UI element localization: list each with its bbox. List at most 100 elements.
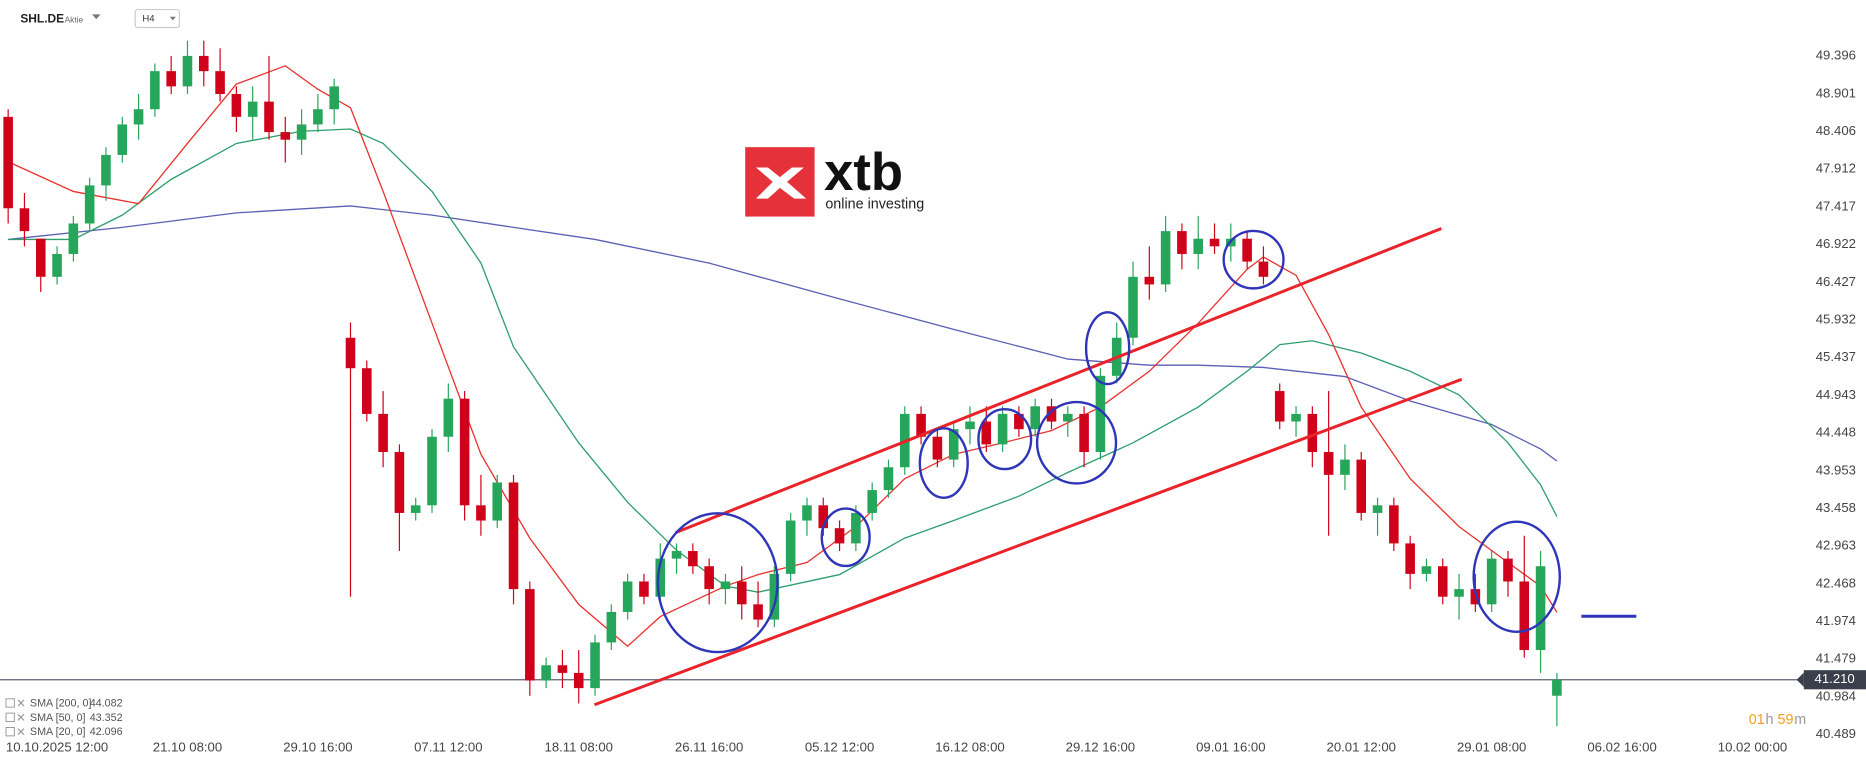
candle-body: [997, 413, 1008, 445]
candle-body: [313, 109, 323, 125]
legend-icon: [5, 727, 15, 737]
legend-icon: [5, 698, 15, 708]
legend-name: SMA [200, 0]: [30, 697, 92, 709]
candle-body: [3, 116, 13, 209]
candle-body: [508, 482, 519, 590]
y-tick-label: 40.489: [1816, 726, 1856, 741]
x-tick-label: 10.10.2025 12:00: [6, 739, 108, 754]
candle-body: [1144, 276, 1155, 285]
candle-body: [720, 581, 731, 590]
logo-tagline: online investing: [825, 196, 924, 212]
x-tick-label: 21.10 08:00: [153, 739, 222, 754]
interval-dropdown: [169, 16, 176, 21]
candle-body: [1030, 406, 1040, 430]
candle-body: [1160, 231, 1171, 285]
candle-body: [345, 337, 356, 369]
candle-body: [525, 589, 535, 681]
y-tick-label: 43.953: [1816, 462, 1856, 477]
y-tick-label: 49.396: [1816, 48, 1856, 63]
candle-body: [1307, 413, 1318, 452]
legend-value: 42.096: [90, 726, 123, 738]
candle-body: [1063, 413, 1073, 422]
y-tick-label: 47.912: [1816, 161, 1856, 176]
legend-close-icon: [17, 728, 25, 736]
last-price-box: [1803, 670, 1866, 690]
x-tick-label: 06.02 16:00: [1587, 739, 1656, 754]
candle-body: [639, 581, 649, 597]
y-tick-label: 40.984: [1816, 688, 1856, 703]
candle-body: [688, 551, 698, 567]
candle-body: [818, 505, 829, 529]
drawings: [593, 227, 1637, 707]
candle-body: [1389, 505, 1399, 544]
candle-body: [68, 223, 79, 254]
highlight-ellipse: [918, 427, 969, 499]
candle-body: [52, 253, 62, 277]
candle-body: [1405, 543, 1415, 574]
y-tick-label: 43.458: [1816, 500, 1856, 515]
highlight-ellipse: [1222, 229, 1285, 290]
candle-body: [1258, 261, 1269, 277]
candle-body: [704, 566, 714, 590]
x-tick-label: 09.01 16:00: [1196, 739, 1265, 754]
candle-timer: 01 h 59 m: [1749, 712, 1806, 728]
candle-body: [1046, 406, 1057, 422]
candle-body: [1503, 558, 1513, 582]
candle-body: [443, 398, 454, 437]
candle-body: [622, 581, 633, 612]
candle-body: [541, 665, 551, 681]
candle-body: [1486, 558, 1497, 605]
candle-body: [1519, 581, 1530, 651]
y-tick-label: 44.943: [1816, 387, 1856, 402]
x-tick-label: 16.12 08:00: [935, 739, 1004, 754]
candle-body: [459, 398, 470, 506]
highlight-ellipse: [1035, 400, 1118, 485]
last-price-pointer: [1796, 672, 1804, 687]
candle-body: [150, 71, 160, 110]
candle-body: [35, 238, 46, 277]
logo-x: [755, 167, 807, 199]
y-tick-label: 46.922: [1816, 236, 1856, 251]
candle-body: [1291, 413, 1301, 422]
candle-body: [19, 208, 30, 232]
candle-body: [1079, 413, 1089, 452]
candle-body: [101, 154, 111, 186]
interval-box[interactable]: [134, 8, 181, 29]
candle-body: [492, 482, 503, 521]
candle-body: [1535, 566, 1546, 651]
candle-body: [1095, 375, 1106, 452]
candle-body: [166, 71, 176, 87]
logo-name: xtb: [824, 143, 903, 202]
candle-body: [948, 429, 959, 460]
symbol[interactable]: SHL.DE: [20, 11, 64, 25]
candle-body: [867, 490, 877, 513]
candle-body: [1209, 238, 1220, 247]
candle-body: [1323, 451, 1334, 475]
highlight-ellipse: [1472, 520, 1561, 633]
highlight-ellipse: [820, 507, 871, 568]
x-tick-label: 29.01 08:00: [1457, 739, 1526, 754]
x-tick-label: 05.12 12:00: [805, 739, 874, 754]
candle-body: [965, 421, 975, 430]
y-tick-label: 47.417: [1816, 198, 1856, 213]
symbol-dropdown[interactable]: [92, 14, 101, 20]
timer-minutes: 59: [1777, 712, 1793, 728]
candle-body: [133, 109, 144, 125]
instrument-kind: Aktie: [65, 15, 84, 25]
x-tick-label: 26.11 16:00: [675, 739, 743, 754]
timer-hours-unit: h: [1766, 712, 1774, 728]
candle-body: [1177, 231, 1187, 254]
x-tick-label: 20.01 12:00: [1327, 739, 1396, 754]
candle-body: [1372, 505, 1383, 513]
candle-body: [84, 185, 95, 224]
highlight-ellipse: [656, 512, 779, 654]
candle-body: [753, 604, 763, 620]
y-tick-label: 46.427: [1816, 274, 1856, 289]
x-tick-label: 29.10 16:00: [283, 739, 352, 754]
candle-body: [736, 581, 747, 605]
highlight-ellipse: [1084, 311, 1131, 386]
legend-name: SMA [20, 0]: [30, 726, 86, 738]
